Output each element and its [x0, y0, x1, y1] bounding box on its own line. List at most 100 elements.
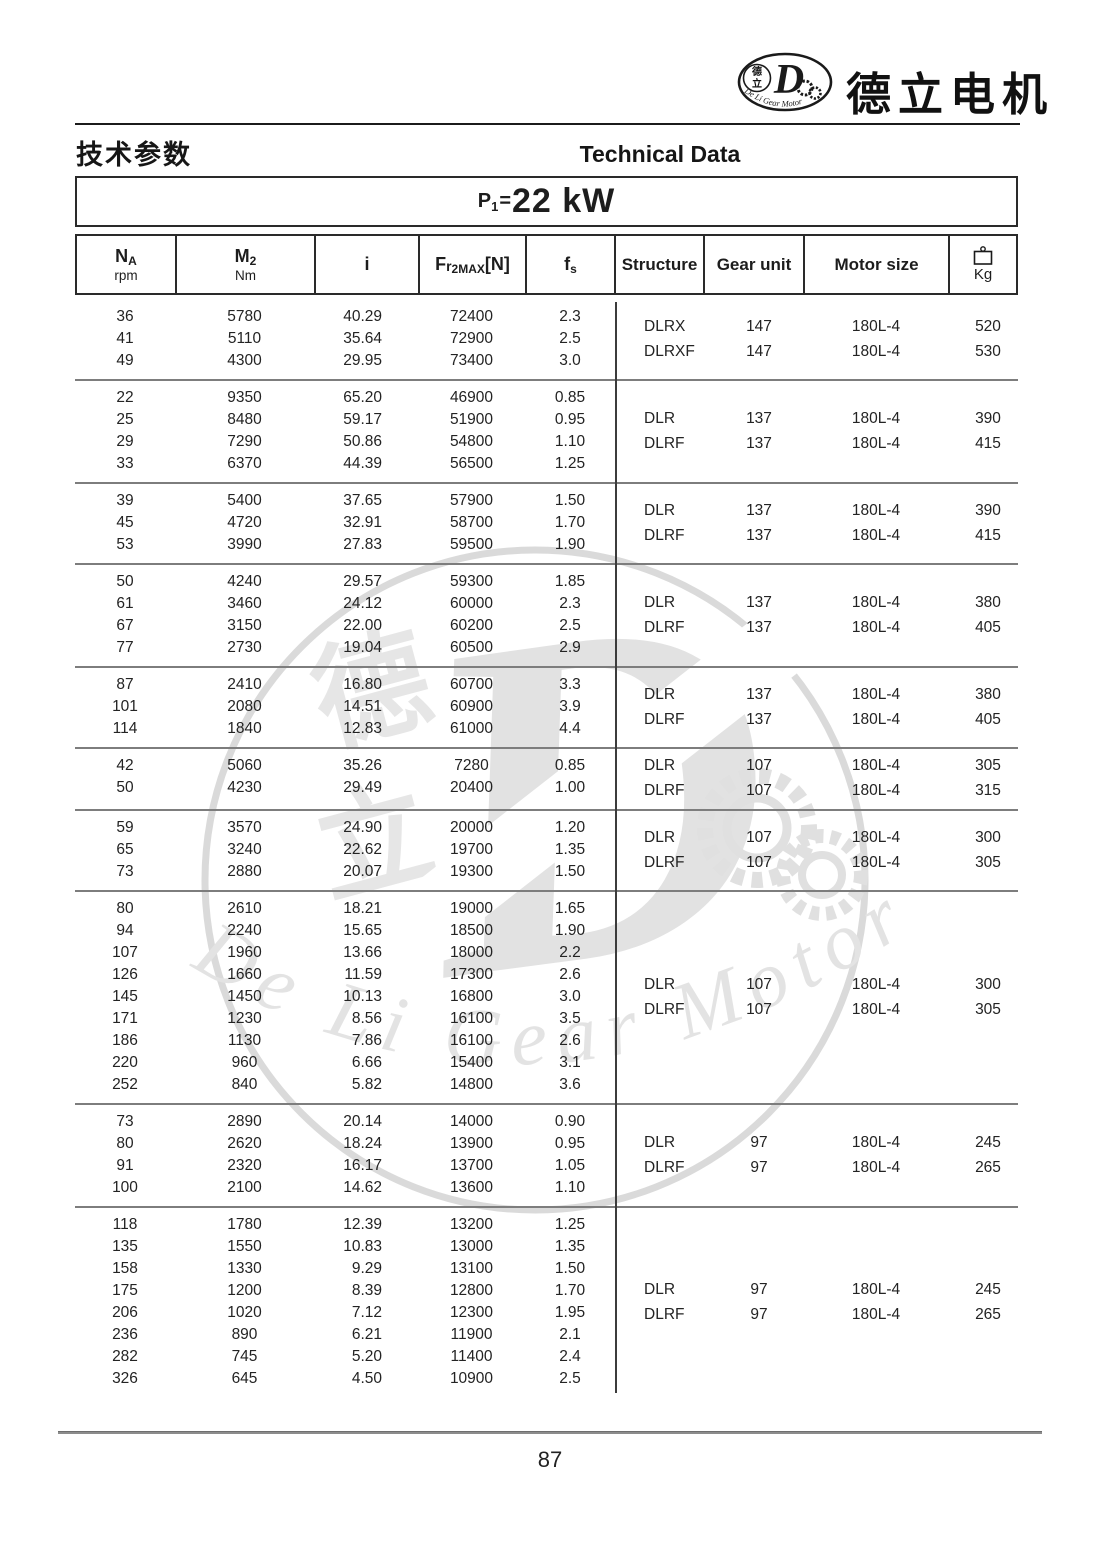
- cell-ratio: 40.29: [343, 308, 382, 325]
- cell-fr2max: 19000: [449, 900, 494, 917]
- spacer: [615, 617, 644, 639]
- cell-fr2max: 16100: [449, 1010, 494, 1027]
- cell-torque-nm: 4230: [227, 779, 262, 796]
- cell-service-factor: 1.00: [554, 779, 586, 796]
- cell-ratio: 18.21: [343, 900, 382, 917]
- cell-structure: DLRXF: [644, 342, 695, 360]
- cell-structure: DLRF: [644, 526, 685, 544]
- table-blocks: 36 5780 40.29 72400 2.3 41 5110 35.64 72900 2.5 49…: [75, 300, 1018, 1397]
- cell-fr2max: 19700: [449, 841, 494, 858]
- na-symbol: N: [115, 245, 129, 266]
- cell-weight-kg: 415: [975, 434, 1001, 452]
- cell-ratio: 10.83: [343, 1238, 382, 1255]
- cell-speed-rpm: 45: [116, 514, 134, 531]
- cell-gear-unit: 137: [746, 710, 772, 728]
- cell-ratio: 27.83: [343, 536, 382, 553]
- cell-motor-size: 180L-4: [851, 853, 901, 871]
- table-block: 22 9350 65.20 46900 0.85 25 8480 59.17 51900 0.95…: [75, 381, 1018, 484]
- data-row: 282 745 5.20 11400 2.4: [75, 1346, 615, 1368]
- column-header-structure: Structure: [616, 236, 705, 293]
- spacer: [615, 1157, 644, 1179]
- brand-name: 德立电机: [846, 70, 1055, 120]
- cell-torque-nm: 645: [231, 1370, 258, 1387]
- cell-service-factor: 3.0: [559, 988, 581, 1005]
- cell-service-factor: 2.5: [559, 1370, 581, 1387]
- cell-speed-rpm: 236: [112, 1326, 138, 1343]
- cell-ratio: 20.14: [343, 1113, 382, 1130]
- column-header-service-factor: fs: [527, 236, 616, 293]
- data-row: 118 1780 12.39 13200 1.25: [75, 1214, 615, 1236]
- cell-fr2max: 61000: [449, 720, 494, 737]
- cell-service-factor: 1.85: [554, 573, 586, 590]
- na-subscript: A: [128, 253, 137, 268]
- cell-service-factor: 2.6: [559, 1032, 581, 1049]
- table-block: 39 5400 37.65 57900 1.50 45 4720 32.91 58700 1.70…: [75, 484, 1018, 565]
- cell-fr2max: 19300: [449, 863, 494, 880]
- data-row: 100 2100 14.62 13600 1.10: [75, 1177, 615, 1199]
- cell-speed-rpm: 107: [112, 944, 138, 961]
- weight-icon: [973, 245, 993, 265]
- cell-ratio: 7.86: [351, 1032, 382, 1049]
- cell-torque-nm: 3990: [227, 536, 262, 553]
- cell-ratio: 11.59: [344, 966, 382, 983]
- cell-weight-kg: 405: [975, 710, 1001, 728]
- cell-torque-nm: 9350: [227, 389, 262, 406]
- cell-ratio: 8.56: [351, 1010, 382, 1027]
- cell-service-factor: 3.3: [559, 676, 581, 693]
- cell-structure: DLRF: [644, 1158, 685, 1176]
- cell-structure: DLRF: [644, 710, 685, 728]
- cell-fr2max: 59300: [449, 573, 494, 590]
- cell-service-factor: 2.1: [559, 1326, 581, 1343]
- cell-structure: DLRF: [644, 434, 685, 452]
- data-row: 53 3990 27.83 59500 1.90: [75, 534, 615, 556]
- cell-service-factor: 3.9: [559, 698, 581, 715]
- data-row: 73 2890 20.14 14000 0.90: [75, 1111, 615, 1133]
- column-header-gear-unit: Gear unit: [705, 236, 805, 293]
- cell-structure: DLR: [644, 593, 676, 611]
- data-row: 158 1330 9.29 13100 1.50: [75, 1258, 615, 1280]
- cell-speed-rpm: 282: [112, 1348, 138, 1365]
- cell-structure: DLR: [644, 1133, 676, 1151]
- info-row: DLRF 107 180L-4 305: [615, 852, 1018, 874]
- logo-char-li: 立: [752, 77, 762, 90]
- cell-weight-kg: 380: [975, 593, 1001, 611]
- cell-weight-kg: 390: [975, 501, 1001, 519]
- structure-label: Structure: [621, 254, 698, 274]
- cell-structure: DLR: [644, 409, 676, 427]
- table-block: 87 2410 16.80 60700 3.3 101 2080 14.51 60900 3.9 1…: [75, 668, 1018, 749]
- cell-fr2max: 58700: [449, 514, 494, 531]
- fs-subscript: s: [570, 261, 577, 276]
- spacer: [615, 341, 644, 363]
- data-row: 236 890 6.21 11900 2.1: [75, 1324, 615, 1346]
- cell-service-factor: 2.5: [559, 330, 581, 347]
- cell-weight-kg: 245: [975, 1133, 1001, 1151]
- cell-ratio: 37.65: [343, 492, 382, 509]
- cell-fr2max: 13900: [449, 1135, 494, 1152]
- info-row: DLRXF 147 180L-4 530: [615, 341, 1018, 363]
- cell-service-factor: 2.3: [559, 308, 581, 325]
- cell-service-factor: 1.35: [554, 1238, 586, 1255]
- cell-motor-size: 180L-4: [851, 409, 901, 427]
- cell-structure: DLR: [644, 501, 676, 519]
- cell-ratio: 9.29: [351, 1260, 382, 1277]
- power-symbol: P: [477, 190, 492, 212]
- logo-char-de: 德: [751, 65, 762, 78]
- spacer: [615, 1132, 644, 1154]
- cell-weight-kg: 405: [975, 618, 1001, 636]
- cell-torque-nm: 1330: [227, 1260, 262, 1277]
- cell-fr2max: 13100: [449, 1260, 494, 1277]
- cell-fr2max: 60500: [449, 639, 494, 656]
- cell-service-factor: 4.4: [559, 720, 581, 737]
- cell-torque-nm: 1450: [227, 988, 262, 1005]
- cell-weight-kg: 415: [975, 526, 1001, 544]
- data-row: 186 1130 7.86 16100 2.6: [75, 1030, 615, 1052]
- cell-motor-size: 180L-4: [851, 618, 901, 636]
- m2-unit: Nm: [235, 267, 256, 283]
- cell-service-factor: 1.35: [554, 841, 586, 858]
- cell-fr2max: 60000: [449, 595, 494, 612]
- block-structure-info: DLR 137 180L-4 380 DLRF 137 180L-4 405: [615, 571, 1018, 659]
- cell-torque-nm: 2320: [227, 1157, 262, 1174]
- cell-fr2max: 60900: [449, 698, 494, 715]
- block-structure-info: DLR 137 180L-4 380 DLRF 137 180L-4 405: [615, 674, 1018, 740]
- cell-speed-rpm: 118: [112, 1216, 138, 1233]
